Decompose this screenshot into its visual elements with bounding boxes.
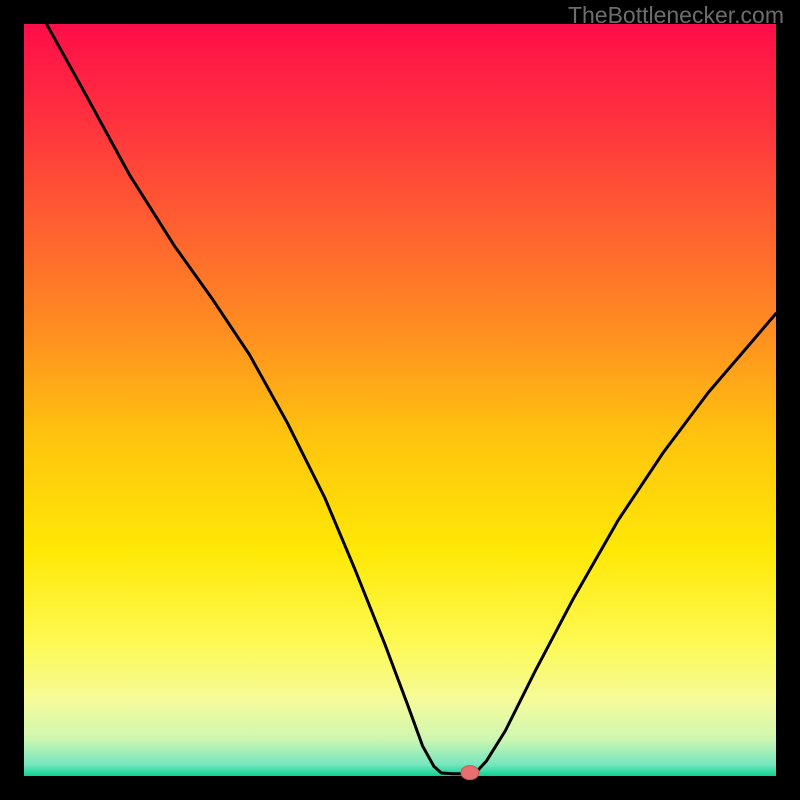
plot-area xyxy=(24,24,776,776)
watermark-text: TheBottlenecker.com xyxy=(568,2,784,29)
chart-frame: TheBottlenecker.com xyxy=(0,0,800,800)
